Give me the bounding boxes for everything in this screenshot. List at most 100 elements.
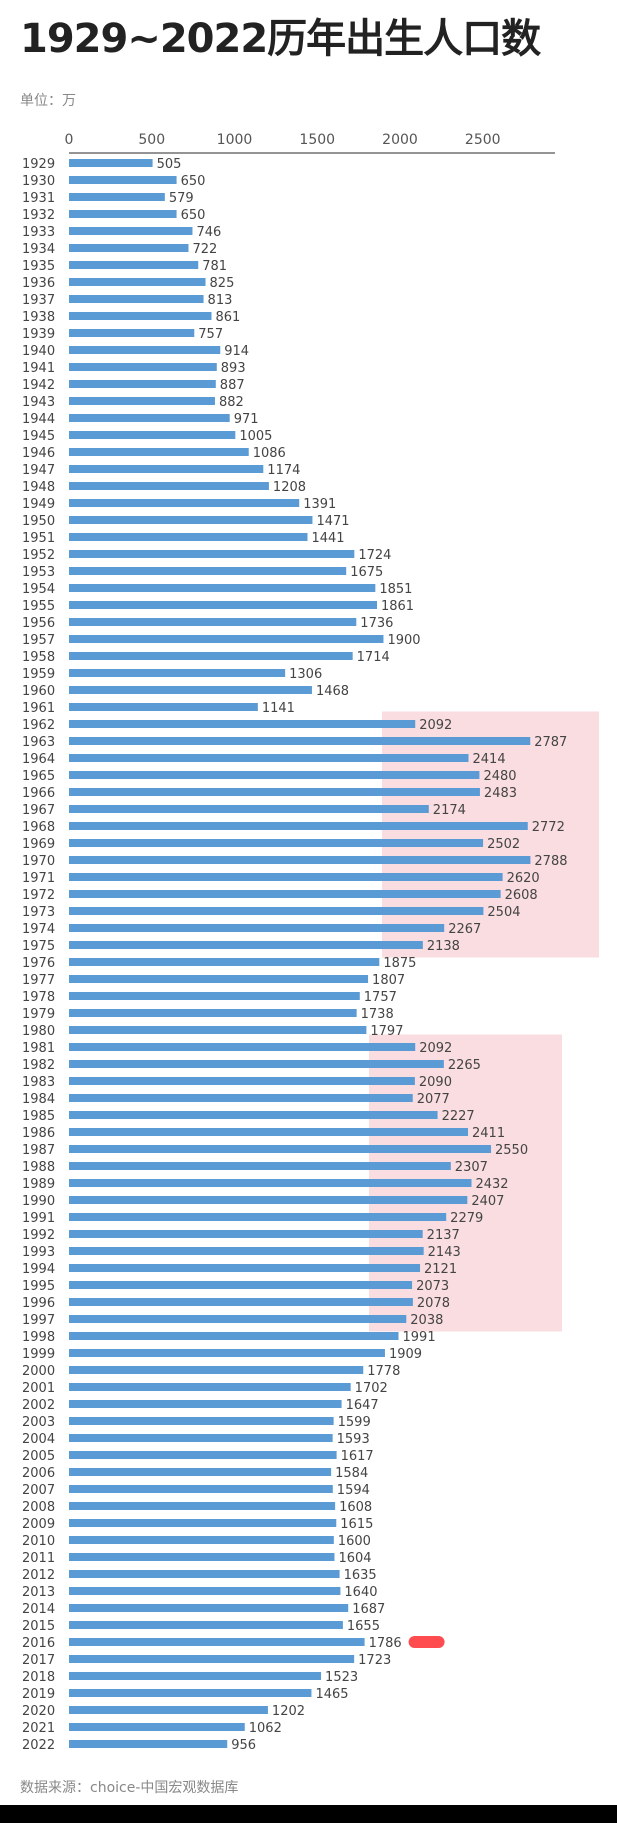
category-label: 2009 [22,1517,55,1532]
category-label: 1982 [22,1058,55,1073]
category-label: 1996 [22,1296,55,1311]
category-label: 1973 [22,905,55,920]
data-label: 825 [210,276,235,291]
category-label: 1952 [22,548,55,563]
bar [69,499,300,507]
category-label: 2006 [22,1466,55,1481]
category-label: 2017 [22,1653,55,1668]
category-label: 1958 [22,650,55,665]
data-label: 2267 [448,922,481,937]
data-label: 956 [231,1738,256,1753]
data-label: 2608 [505,888,538,903]
data-label: 1900 [387,633,420,648]
red-marker [408,1636,445,1648]
category-label: 1970 [22,854,55,869]
bar [69,176,177,184]
data-label: 2143 [428,1245,461,1260]
category-label: 1940 [22,344,55,359]
category-label: 1967 [22,803,55,818]
bar [69,210,177,218]
data-label: 1738 [361,1007,394,1022]
bar [69,1009,357,1017]
bar [69,516,313,524]
data-label: 1208 [273,480,306,495]
data-label: 1640 [344,1585,377,1600]
category-label: 1948 [22,480,55,495]
category-label: 1985 [22,1109,55,1124]
data-label: 2407 [471,1194,504,1209]
data-label: 1141 [262,701,295,716]
data-label: 1736 [360,616,393,631]
category-label: 1959 [22,667,55,682]
category-label: 1974 [22,922,55,937]
x-tick-label: 1500 [299,132,335,148]
bar [69,1485,333,1493]
bar [69,1145,492,1153]
data-label: 2788 [534,854,567,869]
category-label: 2008 [22,1500,55,1515]
bar [69,941,423,949]
data-label: 1714 [357,650,390,665]
category-label: 1946 [22,446,55,461]
category-label: 1999 [22,1347,55,1362]
category-label: 1997 [22,1313,55,1328]
category-label: 2012 [22,1568,55,1583]
category-label: 1947 [22,463,55,478]
category-label: 1988 [22,1160,55,1175]
bar [69,312,212,320]
data-label: 1875 [383,956,416,971]
category-label: 1936 [22,276,55,291]
data-label: 746 [196,225,221,240]
category-label: 1943 [22,395,55,410]
bar [69,533,308,541]
bar [69,1060,444,1068]
data-label: 2772 [532,820,565,835]
bar [69,1400,342,1408]
category-label: 1977 [22,973,55,988]
bar [69,1196,468,1204]
data-label: 505 [157,157,182,172]
category-label: 1934 [22,242,55,257]
x-tick-label: 2000 [382,132,418,148]
data-label: 1593 [337,1432,370,1447]
bar [69,1349,385,1357]
category-label: 1935 [22,259,55,274]
bar [69,1281,413,1289]
bar [69,278,206,286]
data-label: 1617 [341,1449,374,1464]
bar [69,958,380,966]
data-label: 1599 [338,1415,371,1430]
category-label: 1989 [22,1177,55,1192]
data-label: 1909 [389,1347,422,1362]
bar [69,1553,335,1561]
bar [69,1740,228,1748]
category-label: 1961 [22,701,55,716]
data-label: 1594 [337,1483,370,1498]
data-label: 1655 [347,1619,380,1634]
x-tick-label: 2500 [465,132,501,148]
bar [69,1604,349,1612]
bar [69,992,360,1000]
category-label: 2010 [22,1534,55,1549]
data-label: 1604 [338,1551,371,1566]
bar [69,1468,332,1476]
bar [69,1179,472,1187]
category-label: 1966 [22,786,55,801]
data-label: 971 [234,412,259,427]
data-label: 1465 [315,1687,348,1702]
data-label: 2432 [475,1177,508,1192]
category-label: 1986 [22,1126,55,1141]
highlight-band [382,711,599,958]
bar [69,805,429,813]
data-label: 1647 [346,1398,379,1413]
bar [69,890,501,898]
data-label: 2279 [450,1211,483,1226]
category-label: 1941 [22,361,55,376]
data-label: 2414 [473,752,506,767]
bar [69,601,377,609]
bar [69,550,355,558]
bar [69,1315,407,1323]
category-label: 1930 [22,174,55,189]
category-label: 2005 [22,1449,55,1464]
